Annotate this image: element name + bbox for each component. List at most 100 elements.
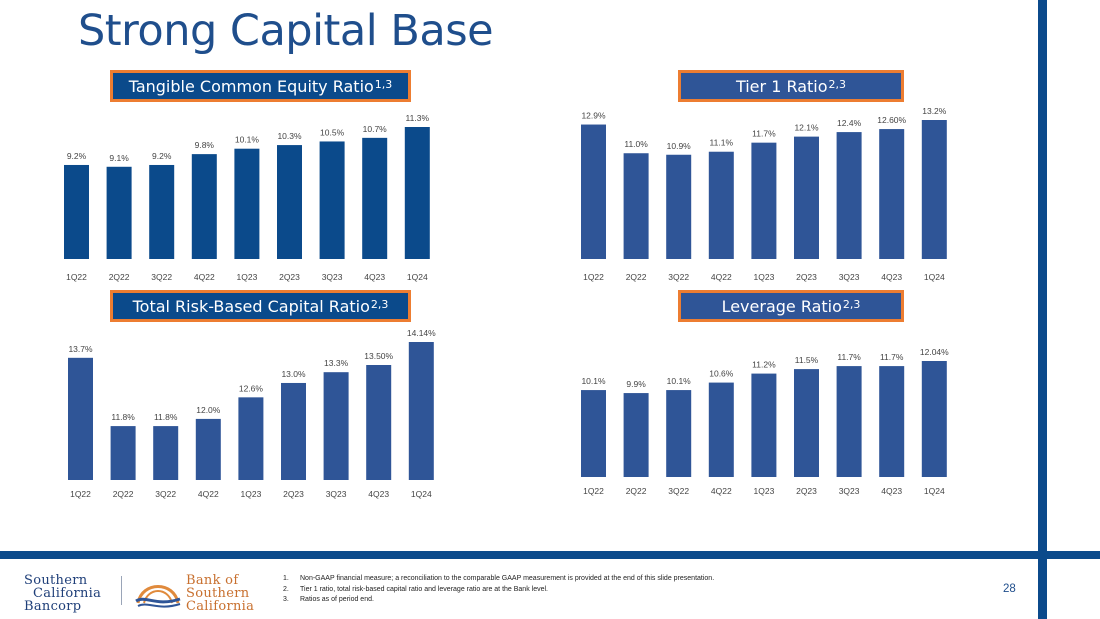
bar-1Q23 [751,373,777,477]
bar-1Q24 [921,120,947,259]
data-label-1Q22: 9.2% [67,151,87,161]
data-label-1Q23: 11.2% [752,360,776,370]
data-label-1Q23: 10.1% [235,135,260,145]
tick-label-2Q22: 2Q22 [626,272,647,282]
tick-label-3Q22: 3Q22 [155,489,176,499]
tick-label-4Q22: 4Q22 [711,272,732,282]
tick-label-2Q22: 2Q22 [113,489,134,499]
tce-ratio-footnote-ref: 1,3 [374,77,393,91]
tick-label-4Q22: 4Q22 [198,489,219,499]
bar-3Q22 [666,154,692,259]
page-title: Strong Capital Base [78,6,494,56]
data-label-2Q23: 10.3% [277,131,302,141]
data-label-3Q23: 10.5% [320,127,345,137]
logo-divider [121,576,122,605]
bar-1Q24 [921,361,947,477]
tick-label-2Q22: 2Q22 [626,486,647,496]
data-label-1Q24: 14.14% [407,328,436,338]
footnotes: 1. Non-GAAP financial measure; a reconcil… [283,574,714,606]
bar-4Q22 [191,154,217,259]
bar-3Q23 [836,366,862,477]
bar-2Q23 [277,145,302,259]
tick-label-3Q22: 3Q22 [668,486,689,496]
bar-3Q22 [149,164,175,259]
tick-label-3Q22: 3Q22 [151,272,172,282]
tce-ratio-label: Tangible Common Equity Ratio 1,3 [110,70,411,102]
data-label-3Q22: 9.2% [152,151,172,161]
total-risk-capital-label: Total Risk-Based Capital Ratio 2,3 [110,290,411,322]
data-label-4Q22: 11.1% [710,138,734,148]
data-label-1Q24: 13.2% [922,106,947,116]
tick-label-3Q23: 3Q23 [326,489,347,499]
data-label-4Q23: 10.7% [363,124,388,134]
data-label-4Q23: 12.60% [877,115,906,125]
data-label-2Q22: 9.1% [109,153,129,163]
bar-1Q24 [404,127,430,259]
footnote-3: 3. Ratios as of period end. [283,596,374,603]
tick-label-3Q23: 3Q23 [839,486,860,496]
data-label-3Q23: 12.4% [837,118,862,128]
vertical-accent-line [1038,0,1047,619]
bar-2Q23 [794,369,819,477]
bar-1Q24 [408,342,434,480]
total-risk-capital-title: Total Risk-Based Capital Ratio [132,296,370,316]
bar-4Q23 [362,137,388,259]
tick-label-1Q22: 1Q22 [66,272,87,282]
logo-left-line-3: Bancorp [24,599,82,614]
data-label-2Q23: 11.5% [795,355,819,365]
logo-left-line-2: California [33,586,102,601]
leverage-ratio-footnote-ref: 2,3 [842,297,861,311]
tick-label-2Q22: 2Q22 [109,272,130,282]
tick-label-1Q24: 1Q24 [411,489,432,499]
tier1-ratio-title: Tier 1 Ratio [735,76,828,96]
bar-2Q22 [110,426,136,480]
bank-of-southern-california-logo: Bank of Southern California [186,574,254,613]
tick-label-1Q22: 1Q22 [583,272,604,282]
tick-label-3Q23: 3Q23 [322,272,343,282]
bar-4Q22 [708,151,734,259]
tick-label-2Q23: 2Q23 [796,272,817,282]
bar-2Q22 [623,393,649,477]
tick-label-4Q23: 4Q23 [881,272,902,282]
tick-label-4Q23: 4Q23 [881,486,902,496]
tick-label-1Q22: 1Q22 [583,486,604,496]
tier1-ratio-label: Tier 1 Ratio 2,3 [678,70,904,102]
tick-label-4Q23: 4Q23 [368,489,389,499]
bar-2Q23 [281,382,306,480]
bar-4Q23 [366,365,392,480]
bar-3Q23 [836,132,862,259]
data-label-1Q22: 10.1% [581,376,606,386]
bank-arch-icon [135,585,181,608]
bar-4Q23 [879,129,905,259]
tick-label-2Q23: 2Q23 [279,272,300,282]
tick-label-1Q23: 1Q23 [754,486,775,496]
data-label-3Q22: 11.8% [154,412,178,422]
bar-1Q23 [751,142,777,259]
tick-label-1Q24: 1Q24 [924,486,945,496]
data-label-2Q23: 13.0% [281,369,306,379]
bar-4Q23 [879,366,905,477]
bar-1Q23 [238,397,264,480]
leverage-ratio-title: Leverage Ratio [721,296,842,316]
tick-label-1Q23: 1Q23 [241,489,262,499]
bar-1Q22 [64,164,89,259]
data-label-4Q22: 10.6% [709,369,734,379]
southern-california-bancorp-logo: Southern California Bancorp [24,574,101,613]
data-label-3Q22: 10.9% [667,141,692,151]
tick-label-4Q22: 4Q22 [711,486,732,496]
data-label-4Q22: 12.0% [196,405,221,415]
tick-label-1Q23: 1Q23 [237,272,258,282]
bar-1Q22 [581,390,606,477]
bar-3Q23 [323,372,349,480]
bar-2Q23 [794,136,819,259]
footnote-2: 2. Tier 1 ratio, total risk-based capital… [283,585,548,593]
tick-label-1Q23: 1Q23 [754,272,775,282]
bar-2Q22 [106,166,132,259]
bar-1Q22 [581,124,606,259]
tier1-ratio-footnote-ref: 2,3 [828,77,847,91]
tick-label-4Q23: 4Q23 [364,272,385,282]
tick-label-3Q23: 3Q23 [839,272,860,282]
